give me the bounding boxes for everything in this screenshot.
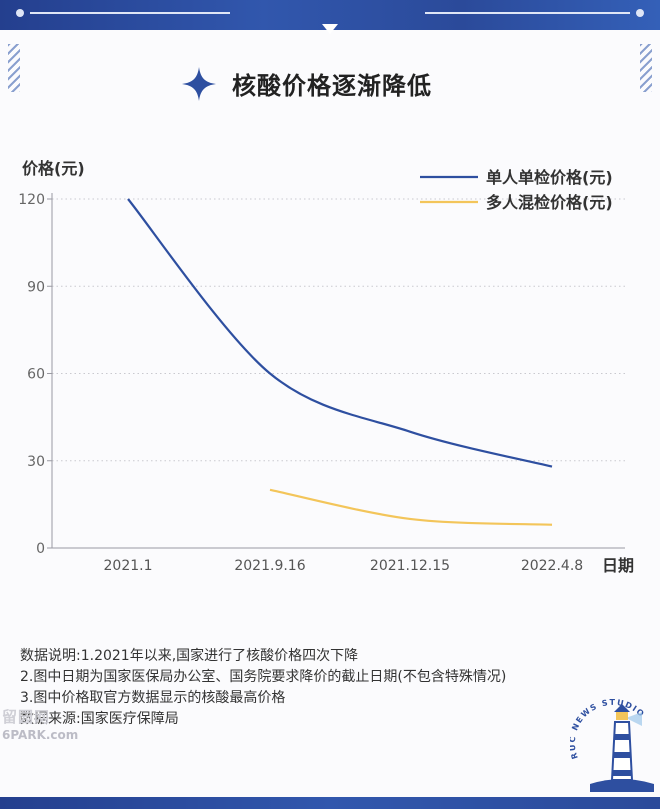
y-tick-label: 60 xyxy=(27,367,45,383)
data-point xyxy=(269,372,271,374)
x-tick-label: 2021.12.15 xyxy=(370,558,450,574)
series-line-1 xyxy=(127,198,553,468)
legend-label-2: 多人混检价格(元) xyxy=(486,193,613,212)
data-point xyxy=(127,198,129,200)
legend: 单人单检价格(元) 多人混检价格(元) xyxy=(420,168,613,212)
y-tick-label: 90 xyxy=(27,279,45,295)
left-hatch-decoration xyxy=(8,44,20,92)
watermark-text: 留园网 xyxy=(2,708,51,726)
data-point xyxy=(409,518,411,520)
x-axis-label: 日期 xyxy=(602,556,634,575)
series-layer xyxy=(127,198,553,526)
grid-layer xyxy=(52,198,625,549)
data-point xyxy=(409,430,411,432)
note-line-3: 3.图中价格取官方数据显示的核酸最高价格 xyxy=(20,690,286,706)
y-tick-label: 30 xyxy=(27,454,45,470)
notes-block: 数据说明:1.2021年以来,国家进行了核酸价格四次下降 2.图中日期为国家医保… xyxy=(20,646,520,730)
top-banner-dot-left xyxy=(16,9,24,17)
chart-title: 核酸价格逐渐降低 xyxy=(232,72,432,100)
x-tick-label: 2021.1 xyxy=(104,558,153,574)
series-line-2 xyxy=(269,488,553,526)
sparkle-star-icon xyxy=(182,66,216,101)
note-line-1: 数据说明:1.2021年以来,国家进行了核酸价格四次下降 xyxy=(20,648,359,664)
x-tick-label: 2022.4.8 xyxy=(521,558,583,574)
right-hatch-decoration xyxy=(640,44,652,92)
x-tick-label: 2021.9.16 xyxy=(234,558,305,574)
data-point xyxy=(551,465,553,467)
top-banner-line-left xyxy=(30,12,230,14)
y-tick-label: 0 xyxy=(36,541,45,557)
y-tick-label: 120 xyxy=(18,192,45,208)
watermark-url: 6PARK.com xyxy=(2,728,79,742)
price-line-chart: 价格(元) 日期 0 30 60 90 120 2021.1 2021.9.16 2021.1… xyxy=(18,159,634,575)
top-banner-line-right xyxy=(425,12,630,14)
data-point xyxy=(551,524,553,526)
legend-label-1: 单人单检价格(元) xyxy=(486,168,613,187)
axis-layer: 0 30 60 90 120 2021.1 2021.9.16 2021.12.15 2022.… xyxy=(18,192,625,574)
note-line-4: 数据来源:国家医疗保障局 xyxy=(20,711,179,727)
y-axis-label: 价格(元) xyxy=(22,159,85,178)
ruc-news-studio-lighthouse-logo: RUC NEWS STUDIO xyxy=(570,698,654,792)
top-banner-notch-icon xyxy=(322,24,338,34)
top-banner xyxy=(0,0,660,30)
data-point xyxy=(269,489,271,491)
bottom-banner xyxy=(0,797,660,809)
logo-text: RUC NEWS STUDIO xyxy=(570,698,645,760)
note-line-2: 2.图中日期为国家医保局办公室、国务院要求降价的截止日期(不包含特殊情况) xyxy=(20,669,507,685)
svg-text:RUC NEWS STUDIO: RUC NEWS STUDIO xyxy=(570,698,647,760)
top-banner-dot-right xyxy=(636,9,644,17)
title-block: 核酸价格逐渐降低 xyxy=(182,66,432,101)
